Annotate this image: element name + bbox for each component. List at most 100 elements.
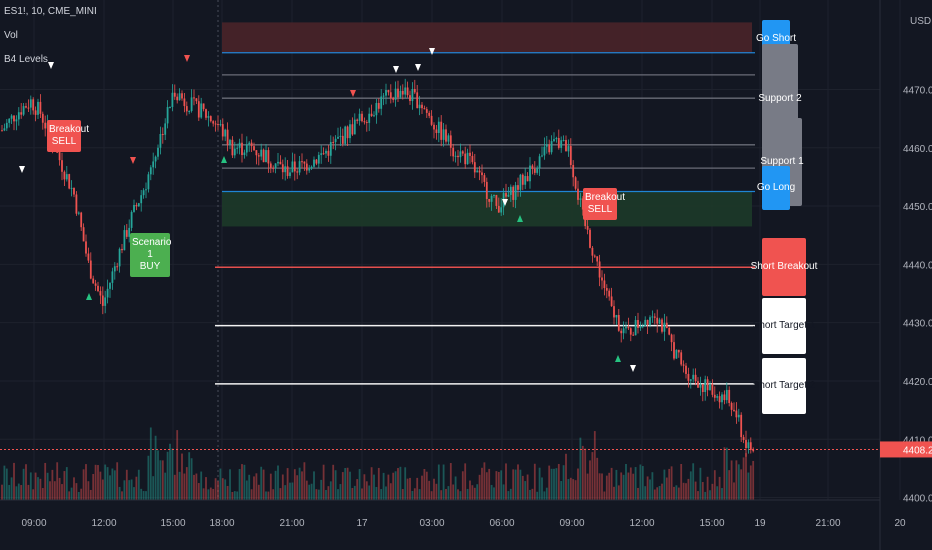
candle-body <box>85 241 87 254</box>
volume-bar <box>452 484 455 500</box>
volume-bar <box>317 489 320 500</box>
candle-body <box>209 116 212 122</box>
volume-bar <box>5 468 8 500</box>
volume-bar <box>70 487 73 500</box>
volume-bar <box>166 451 169 500</box>
down-triangle-marker <box>429 48 435 55</box>
candle-body <box>25 106 27 108</box>
volume-bar <box>661 483 663 500</box>
up-triangle-marker <box>221 156 227 163</box>
volume-bar <box>351 487 354 500</box>
volume-bar <box>99 471 102 500</box>
candle-body <box>531 165 534 169</box>
volume-bar <box>416 477 419 500</box>
volume-bar <box>233 491 236 500</box>
volume-bar <box>440 490 443 500</box>
candle-body <box>183 98 186 107</box>
volume-bar <box>730 460 733 500</box>
candle-body <box>625 326 627 329</box>
volume-bars <box>1 427 755 500</box>
candle-body <box>97 285 99 292</box>
volume-bar <box>497 471 500 500</box>
volume-bar <box>694 481 697 500</box>
volume-bar <box>56 462 59 500</box>
candle-body <box>224 129 227 137</box>
candle-body <box>22 106 25 115</box>
candle-body <box>401 90 404 95</box>
candle-body <box>447 135 450 142</box>
volume-bar <box>445 488 447 500</box>
volume-bar <box>325 490 327 500</box>
volume-bar <box>639 464 642 500</box>
candle-body <box>406 87 409 96</box>
candle-body <box>3 128 6 131</box>
volume-bar <box>82 469 85 500</box>
candle-body <box>646 319 649 325</box>
volume-bar <box>128 480 131 500</box>
volume-bar <box>260 466 263 500</box>
candle-body <box>677 349 680 353</box>
candle-body <box>265 150 267 163</box>
volume-bar <box>221 478 224 500</box>
volume-bar <box>586 473 589 500</box>
indicator-legend[interactable]: B4 Levels <box>4 54 48 65</box>
candle-body <box>421 104 423 109</box>
candle-body <box>61 160 63 172</box>
time-axis[interactable]: 09:00 12:00 15:00 18:00 21:00 17 03:00 06:00 09:… <box>0 499 906 529</box>
candle-body <box>699 384 702 388</box>
volume-bar <box>147 455 150 500</box>
candle-body <box>142 190 145 196</box>
symbol-legend[interactable]: ES1!, 10, CME_MINI <box>4 6 97 17</box>
candle-body <box>723 394 726 401</box>
candle-body <box>375 103 378 116</box>
level-zones <box>222 22 752 227</box>
volume-bar <box>137 469 140 500</box>
candle-body <box>485 181 488 199</box>
volume-bar <box>111 468 114 500</box>
candle-body <box>27 107 30 109</box>
candle-body <box>37 101 39 115</box>
candle-body <box>125 230 128 237</box>
volume-bar <box>346 467 349 500</box>
signal-label-sell-line: SELL <box>51 136 77 147</box>
candle-body <box>440 121 443 140</box>
candle-body <box>358 113 361 121</box>
volume-bar <box>457 489 459 500</box>
candle-body <box>586 226 589 230</box>
volume-bar <box>226 485 229 500</box>
candle-body <box>521 174 524 185</box>
candle-body <box>709 384 711 391</box>
candle-body <box>346 126 349 139</box>
volume-bar <box>505 463 507 500</box>
candle-body <box>514 185 517 200</box>
candle-body <box>569 146 572 166</box>
volume-legend[interactable]: Vol <box>4 30 18 41</box>
candle-body <box>317 154 320 164</box>
volume-bar <box>560 481 563 500</box>
volume-bar <box>313 471 315 500</box>
volume-bar <box>130 479 133 500</box>
volume-bar <box>557 463 560 500</box>
candle-body <box>334 138 337 143</box>
candle-body <box>171 92 174 108</box>
candle-body <box>39 101 42 114</box>
price-axis[interactable]: 4470.00 4460.00 4450.00 4440.00 4430.00 4420.… <box>879 0 932 550</box>
candle-body <box>128 227 131 237</box>
volume-bar <box>749 465 752 500</box>
candle-body <box>687 373 690 381</box>
candle-body <box>481 172 483 176</box>
volume-bar <box>109 475 111 500</box>
volume-bar <box>284 485 287 500</box>
volume-bar <box>411 490 414 500</box>
candle-body <box>579 198 582 200</box>
volume-bar <box>281 474 284 500</box>
volume-bar <box>29 472 32 500</box>
volume-bar <box>656 487 659 500</box>
candle-body <box>200 103 203 118</box>
candle-body <box>1 130 3 132</box>
volume-bar <box>565 453 567 500</box>
candle-body <box>286 166 289 177</box>
candle-body <box>543 146 546 156</box>
candle-body <box>557 138 560 148</box>
candle-body <box>111 271 114 283</box>
